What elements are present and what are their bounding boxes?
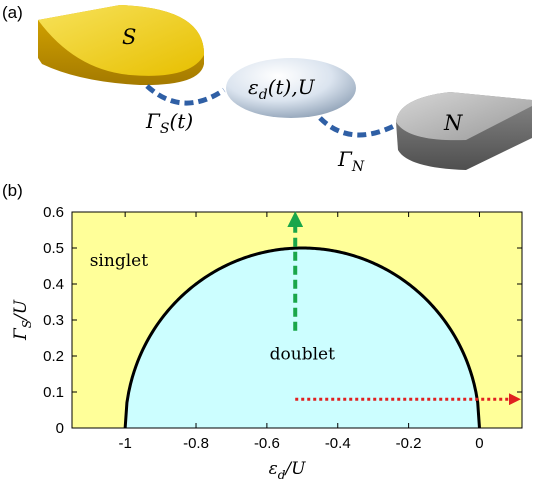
superconductor-block	[38, 5, 205, 86]
y-tick-label: 0.4	[43, 276, 64, 293]
y-tick-label: 0.3	[43, 312, 64, 329]
phase-diagram: -1 -0.8 -0.6 -0.4 -0.2 0 0 0.1 0.2 0.3 0.4 0.5 0.6 εd…	[11, 204, 523, 482]
coupling-s-label: ΓS​(t)	[145, 109, 193, 137]
singlet-label: singlet	[90, 251, 148, 271]
x-tick-label: 0	[475, 435, 483, 452]
dot-label: εd​(t),U	[248, 75, 316, 103]
normal-lead-block	[396, 92, 532, 170]
x-tick-label: -1	[118, 435, 131, 452]
phase-boundary-line	[123, 246, 481, 429]
panel-b-label: (b)	[2, 181, 23, 200]
y-tick-label: 0.6	[43, 204, 64, 221]
coupling-n-label: ΓN​	[337, 147, 365, 175]
superconductor-label: S	[122, 25, 136, 49]
coupling-link-s	[145, 84, 226, 106]
normal-label: N	[443, 111, 463, 135]
coupling-link-n	[318, 116, 398, 138]
y-axis-label: ΓS​/U	[11, 299, 34, 341]
doublet-region	[125, 248, 480, 428]
x-axis-label: εd​/U	[269, 459, 307, 482]
y-tick-label: 0.5	[43, 240, 64, 257]
x-tick-label: -0.2	[396, 435, 422, 452]
y-tick-label: 0.1	[43, 384, 64, 401]
x-tick-label: -0.4	[325, 435, 351, 452]
x-tick-label: -0.8	[183, 435, 209, 452]
y-tick-label: 0.2	[43, 348, 64, 365]
quantum-dot	[226, 58, 356, 118]
x-tick-label: -0.6	[254, 435, 280, 452]
y-tick-label: 0	[56, 420, 64, 437]
doublet-label: doublet	[270, 345, 335, 365]
panel-a-label: (a)	[2, 3, 23, 22]
